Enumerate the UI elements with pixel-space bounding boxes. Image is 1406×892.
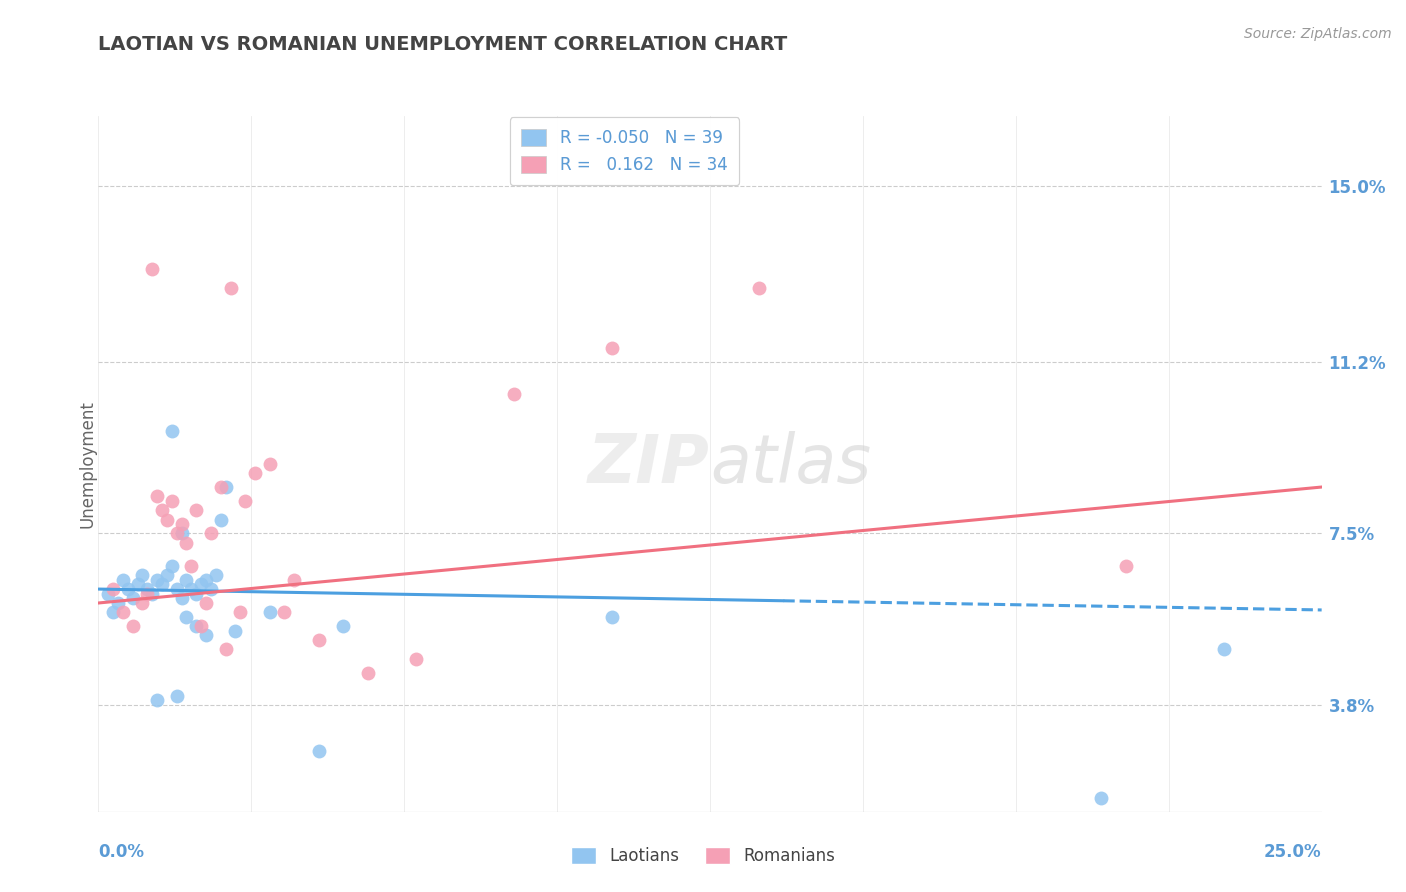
Point: [190, 577, 212, 591]
Text: atlas: atlas: [710, 431, 872, 497]
Legend: R = -0.050   N = 39, R =   0.162   N = 34: R = -0.050 N = 39, R = 0.162 N = 34: [510, 118, 740, 186]
Point: [121, 619, 143, 633]
Point: [186, 503, 208, 517]
Point: [111, 605, 134, 619]
Point: [214, 480, 236, 494]
Point: [195, 628, 218, 642]
Point: [176, 610, 198, 624]
Point: [180, 582, 202, 596]
Point: [146, 693, 169, 707]
Point: [205, 568, 228, 582]
Point: [259, 457, 281, 471]
Point: [166, 526, 188, 541]
Point: [136, 587, 159, 601]
Point: [141, 262, 163, 277]
Point: [117, 582, 139, 596]
Point: [1115, 558, 1137, 573]
Point: [356, 665, 378, 680]
Point: [101, 605, 124, 619]
Point: [121, 591, 143, 606]
Point: [150, 577, 173, 591]
Point: [224, 624, 246, 638]
Text: Source: ZipAtlas.com: Source: ZipAtlas.com: [1244, 27, 1392, 41]
Point: [160, 494, 183, 508]
Point: [308, 633, 330, 648]
Point: [166, 582, 188, 596]
Point: [176, 573, 198, 587]
Point: [332, 619, 354, 633]
Point: [195, 596, 218, 610]
Point: [186, 619, 208, 633]
Point: [1212, 642, 1234, 657]
Point: [259, 605, 281, 619]
Point: [308, 744, 330, 758]
Point: [170, 517, 193, 532]
Text: 0.0%: 0.0%: [98, 843, 145, 861]
Point: [186, 587, 208, 601]
Point: [209, 512, 232, 526]
Text: LAOTIAN VS ROMANIAN UNEMPLOYMENT CORRELATION CHART: LAOTIAN VS ROMANIAN UNEMPLOYMENT CORRELA…: [98, 35, 787, 54]
Point: [195, 573, 218, 587]
Point: [503, 387, 526, 401]
Point: [1090, 790, 1112, 805]
Point: [180, 558, 202, 573]
Point: [219, 280, 242, 294]
Point: [136, 582, 159, 596]
Point: [150, 503, 173, 517]
Point: [131, 596, 153, 610]
Point: [156, 512, 179, 526]
Point: [170, 526, 193, 541]
Point: [405, 651, 427, 665]
Legend: Laotians, Romanians: Laotians, Romanians: [561, 837, 845, 875]
Point: [160, 558, 183, 573]
Point: [214, 642, 236, 657]
Point: [200, 582, 222, 596]
Point: [131, 568, 153, 582]
Y-axis label: Unemployment: Unemployment: [79, 400, 96, 528]
Point: [156, 568, 179, 582]
Point: [600, 341, 623, 355]
Text: ZIP: ZIP: [588, 431, 710, 497]
Point: [748, 280, 770, 294]
Point: [200, 526, 222, 541]
Point: [600, 610, 623, 624]
Point: [283, 573, 305, 587]
Point: [160, 425, 183, 439]
Point: [127, 577, 149, 591]
Point: [176, 535, 198, 549]
Point: [146, 489, 169, 503]
Text: 25.0%: 25.0%: [1264, 843, 1322, 861]
Point: [243, 466, 266, 480]
Point: [141, 587, 163, 601]
Point: [190, 619, 212, 633]
Point: [166, 689, 188, 703]
Point: [170, 591, 193, 606]
Point: [233, 494, 256, 508]
Point: [111, 573, 134, 587]
Point: [146, 573, 169, 587]
Point: [273, 605, 295, 619]
Point: [229, 605, 252, 619]
Point: [97, 587, 120, 601]
Point: [107, 596, 129, 610]
Point: [209, 480, 232, 494]
Point: [101, 582, 124, 596]
